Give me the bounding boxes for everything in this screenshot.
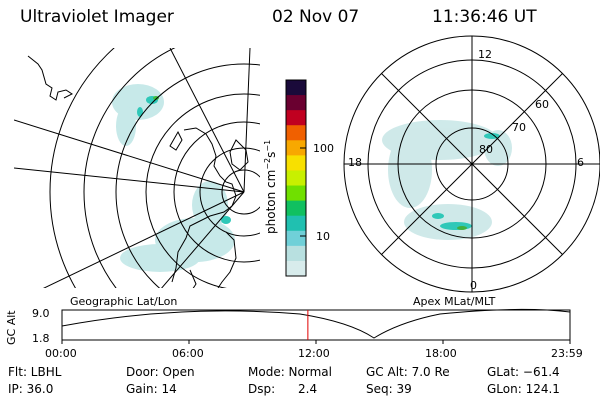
colorbar-stripe [286, 155, 306, 171]
polar-grid-spokes [344, 36, 600, 292]
colorbar-stripe [286, 200, 306, 217]
aurora-emission-left [112, 84, 235, 272]
x-tick-0000: 00:00 [45, 347, 77, 360]
colorbar-stripe [286, 185, 306, 202]
colorbar-stripe [286, 245, 306, 262]
status-seq: Seq: 39 [366, 382, 412, 396]
x-tick-1200: 12:00 [298, 347, 330, 360]
status-gain: Gain: 14 [126, 382, 177, 396]
colorbar-frame [285, 79, 307, 277]
app-title: Ultraviolet Imager [20, 7, 174, 27]
coastlines [27, 55, 249, 288]
altitude-y-top: 9.0 [32, 307, 50, 320]
status-flt: Flt: LBHL [8, 365, 62, 379]
altitude-ylabel: GC Alt [5, 310, 18, 345]
status-ip: IP: 36.0 [8, 382, 54, 396]
altitude-plot-frame [61, 309, 571, 341]
status-dsp-value: 2.4 [298, 382, 318, 396]
mlt-label-bottom: 0 [470, 279, 477, 292]
colorbar-gradient [286, 80, 306, 277]
status-glat: GLat: −61.4 [487, 365, 560, 379]
left-panel-caption: Geographic Lat/Lon [70, 295, 178, 308]
aurora-bright-left [137, 96, 231, 224]
mlt-label-top: 12 [478, 48, 492, 61]
colorbar-tick-label-100: 100 [313, 142, 334, 155]
status-glon: GLon: 124.1 [487, 382, 560, 396]
geographic-map-content [14, 48, 260, 288]
colorbar-stripe [286, 230, 306, 247]
colorbar-stripe [286, 140, 306, 156]
colorbar-stripe [286, 125, 306, 141]
colorbar-tick-label-10: 10 [316, 230, 330, 243]
colorbar-stripe [286, 80, 306, 96]
mlat-label-70: 70 [512, 121, 526, 134]
altitude-x-ticks [61, 340, 571, 344]
right-panel-caption: Apex MLat/MLT [413, 295, 496, 308]
mlat-label-60: 60 [535, 98, 549, 111]
colorbar-stripe [286, 95, 306, 111]
x-tick-2359: 23:59 [551, 347, 583, 360]
header-date: 02 Nov 07 [272, 7, 360, 27]
mlat-label-80: 80 [479, 143, 493, 156]
aurora-green-right [457, 226, 467, 230]
colorbar-stripe [286, 110, 306, 126]
altitude-curve [61, 308, 571, 339]
mlt-label-right: 6 [577, 156, 584, 169]
colorbar-stripe [286, 170, 306, 187]
status-door: Door: Open [126, 365, 195, 379]
x-tick-0600: 06:00 [172, 347, 204, 360]
mlt-label-left: 18 [348, 156, 362, 169]
aurora-emission-right [382, 120, 512, 240]
colorbar-stripe [286, 215, 306, 232]
x-tick-1800: 18:00 [425, 347, 457, 360]
status-dsp-label: Dsp: [248, 382, 276, 396]
status-mode: Mode: Normal [248, 365, 332, 379]
header-time: 11:36:46 UT [432, 7, 537, 27]
colorbar-stripe [286, 260, 306, 277]
altitude-y-bottom: 1.8 [32, 332, 50, 345]
status-gc-alt: GC Alt: 7.0 Re [366, 365, 450, 379]
